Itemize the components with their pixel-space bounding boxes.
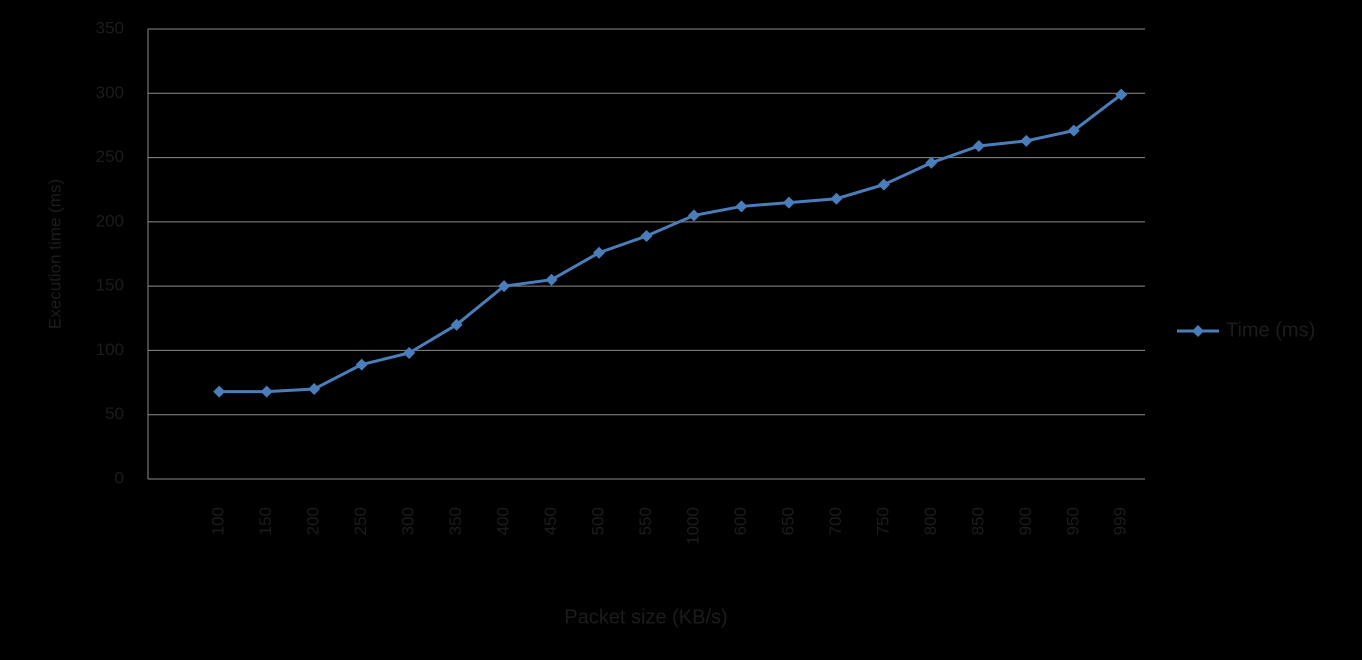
data-point [260,385,273,398]
x-tick-label: 750 [873,507,892,535]
data-point [403,347,416,359]
x-tick-label: 850 [968,507,987,535]
data-point [213,385,226,398]
data-point [498,280,511,293]
x-tick-label: 900 [1016,507,1035,535]
data-point [687,209,700,222]
data-point [450,318,463,331]
x-tick-label: 450 [541,507,560,535]
data-point [355,358,368,371]
y-tick-label: 200 [96,211,124,230]
legend-label: Time (ms) [1226,319,1315,341]
data-line [219,93,1123,394]
data-point [593,246,606,259]
y-tick-label: 150 [96,276,124,295]
y-axis-title: Execution time (ms) [45,179,64,329]
y-tick-label: 50 [105,404,124,423]
x-tick-label: 250 [351,507,370,535]
x-tick-label: 100 [209,507,228,535]
x-tick-label: 600 [731,507,750,535]
x-tick-label: 200 [304,507,323,535]
x-tick-label: 350 [446,507,465,535]
data-point [308,383,321,395]
data-point [830,192,843,205]
data-point [545,273,558,286]
y-tick-label: 0 [115,468,124,487]
x-tick-label: 1000 [683,507,702,545]
data-point [877,178,890,191]
x-tick-label: 500 [589,507,608,535]
data-point [1067,124,1080,137]
x-tick-label: 400 [494,507,513,535]
x-tick-label: 999 [1111,507,1130,535]
legend-marker [1192,325,1204,337]
x-tick-label: 300 [399,507,418,535]
data-point [640,230,653,242]
data-point [972,140,985,152]
data-point [1115,88,1128,101]
y-tick-label: 350 [96,18,124,37]
data-point [1020,134,1033,147]
data-point [735,200,748,213]
x-tick-label: 950 [1063,507,1082,535]
x-tick-label: 150 [256,507,275,535]
data-point [782,196,795,209]
x-tick-label: 700 [826,507,845,535]
x-tick-label: 650 [778,507,797,535]
y-tick-label: 250 [96,147,124,166]
x-axis-title: Packet size (KB/s) [564,606,727,628]
y-tick-label: 100 [96,340,124,359]
x-tick-label: 800 [921,507,940,535]
data-point [925,156,938,169]
y-tick-label: 300 [96,83,124,102]
x-tick-label: 550 [636,507,655,535]
